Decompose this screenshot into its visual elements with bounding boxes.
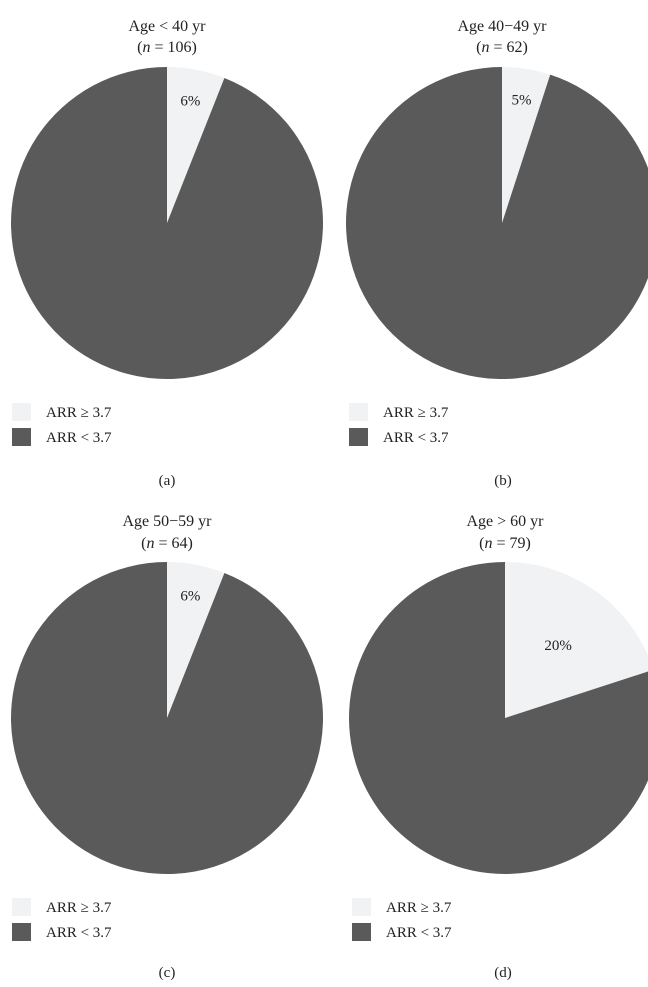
panel-label: (b)	[494, 473, 512, 489]
chart-title: Age 40−49 yr	[457, 18, 547, 35]
slice-percent-label: 6%	[180, 93, 200, 109]
legend-entry: ARR ≥ 3.7	[386, 900, 452, 916]
legend-entry: ARR ≥ 3.7	[46, 405, 112, 421]
pie-slice	[11, 67, 324, 379]
sample-size-label: (n = 106)	[137, 39, 197, 56]
sample-size-label: (n = 62)	[476, 39, 528, 56]
panel-label: (c)	[159, 965, 176, 981]
pie-panel-1: Age < 40 yr (n = 106) 6% ARR ≥ 3.7 ARR < 3.7…	[11, 18, 324, 489]
legend-swatch	[352, 923, 371, 941]
sample-size-label: (n = 79)	[479, 535, 531, 552]
legend-swatch	[12, 428, 31, 446]
pie-slice	[505, 562, 648, 718]
sample-size-label: (n = 64)	[141, 535, 193, 552]
legend-swatch	[352, 898, 371, 916]
legend-entry: ARR < 3.7	[46, 925, 112, 941]
slice-percent-label: 6%	[180, 588, 200, 604]
legend-entry: ARR ≥ 3.7	[383, 405, 449, 421]
legend-entry: ARR < 3.7	[46, 430, 112, 446]
panel-label: (d)	[494, 965, 512, 981]
chart-title: Age > 60 yr	[466, 513, 544, 530]
pie-slice	[502, 67, 551, 223]
pie-panel-2: Age 40−49 yr (n = 62) 5% ARR ≥ 3.7 ARR < 3.7…	[346, 18, 648, 489]
legend-swatch	[349, 428, 368, 446]
panel-label: (a)	[159, 473, 176, 489]
legend-entry: ARR ≥ 3.7	[46, 900, 112, 916]
slice-percent-label: 5%	[512, 93, 532, 109]
pie-slice	[349, 562, 648, 874]
pie-panel-4: Age > 60 yr (n = 79) 20% ARR ≥ 3.7 ARR < 3.7…	[349, 513, 648, 981]
chart-title: Age 50−59 yr	[122, 513, 212, 530]
pie-panel-3: Age 50−59 yr (n = 64) 6% ARR ≥ 3.7 ARR < 3.7…	[10, 513, 323, 981]
pie-slice	[167, 67, 225, 223]
pie-slice	[10, 562, 323, 874]
legend-swatch	[349, 403, 368, 421]
slice-percent-label: 20%	[544, 638, 572, 654]
pie-slice	[346, 67, 648, 379]
legend-entry: ARR < 3.7	[386, 925, 452, 941]
legend-swatch	[12, 923, 31, 941]
legend-entry: ARR < 3.7	[383, 430, 449, 446]
legend-swatch	[12, 898, 31, 916]
chart-title: Age < 40 yr	[128, 18, 206, 35]
pie-slice	[167, 562, 225, 718]
legend-swatch	[12, 403, 31, 421]
